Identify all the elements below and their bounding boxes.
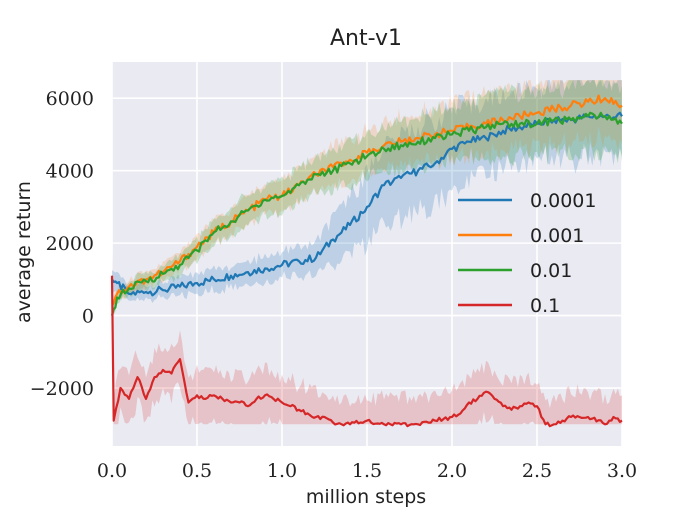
legend-label: 0.01 <box>530 260 572 282</box>
x-tick-label: 2.0 <box>437 460 467 482</box>
series-line-0.1 <box>110 275 623 428</box>
series-lines <box>110 94 623 428</box>
legend-label: 0.1 <box>530 295 560 317</box>
x-axis-label: million steps <box>306 486 426 508</box>
legend-label: 0.0001 <box>530 190 596 212</box>
y-tick-label: 4000 <box>46 161 94 183</box>
band-0.1 <box>112 251 622 425</box>
band-0.01 <box>112 80 622 321</box>
legend-label: 0.001 <box>530 225 584 247</box>
x-tick-label: 1.0 <box>267 460 297 482</box>
y-tick-labels: −2000 0 2000 4000 6000 <box>30 88 94 400</box>
band-0.001 <box>112 80 622 311</box>
y-tick-label: 0 <box>82 306 94 328</box>
y-tick-label: 2000 <box>46 233 94 255</box>
x-tick-label: 2.5 <box>522 460 552 482</box>
chart-title: Ant-v1 <box>330 26 402 51</box>
legend: 0.0001 0.001 0.01 0.1 <box>458 190 596 317</box>
x-tick-label: 0.0 <box>97 460 127 482</box>
y-tick-label: 6000 <box>46 88 94 110</box>
series-line-0.001 <box>111 94 623 306</box>
y-axis-label: average return <box>13 181 35 323</box>
x-tick-label: 0.5 <box>182 460 212 482</box>
x-tick-label: 1.5 <box>352 460 382 482</box>
x-tick-label: 3.0 <box>607 460 637 482</box>
grid-lines <box>111 62 623 446</box>
series-line-0.01 <box>110 111 623 316</box>
x-tick-labels: 0.0 0.5 1.0 1.5 2.0 2.5 3.0 <box>97 460 637 482</box>
y-tick-label: −2000 <box>30 378 94 400</box>
